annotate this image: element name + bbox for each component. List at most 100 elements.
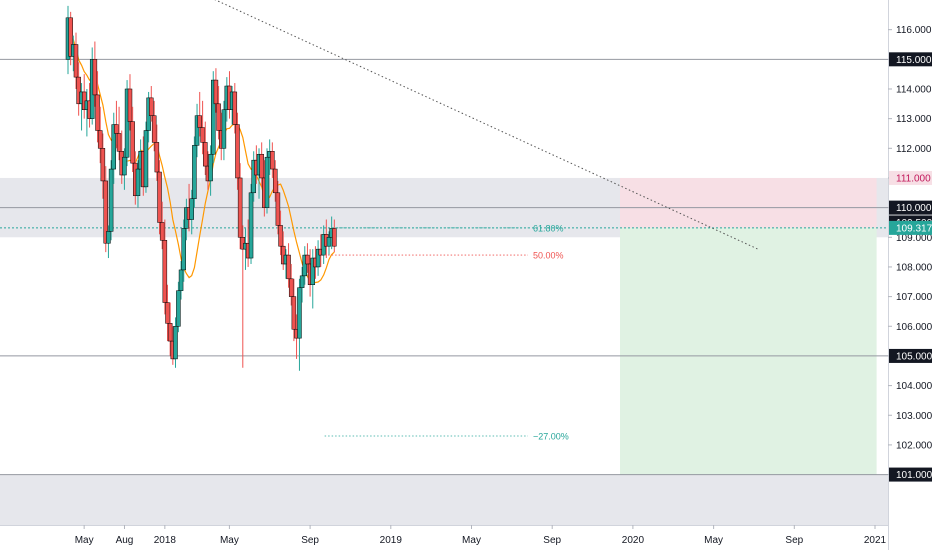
fib-label: 50.00% — [533, 251, 564, 261]
y-tick-label: 102.000 — [896, 440, 932, 451]
price-label-box — [889, 52, 932, 67]
candle-body — [68, 17, 73, 57]
candle-body — [197, 115, 202, 128]
candle-body — [213, 79, 219, 105]
candle-body — [302, 254, 308, 277]
candle-body — [176, 290, 181, 327]
candles-group — [65, 5, 337, 371]
candle-body — [272, 168, 278, 194]
candle-body — [299, 275, 305, 288]
candle-body — [194, 115, 200, 146]
candle-body — [264, 156, 270, 208]
fib-label: −27.00% — [533, 432, 569, 442]
candle-body — [159, 222, 165, 241]
candle-body — [143, 130, 149, 188]
trendline — [214, 0, 759, 250]
candle-body — [116, 133, 122, 152]
candle-body — [288, 278, 294, 297]
candle-body — [332, 228, 337, 247]
price-label-box — [889, 467, 932, 482]
fib-label: 61.80% — [533, 223, 564, 233]
fib-annotations: 61.80% 50.00% −27.00% — [324, 223, 569, 442]
candle-body — [73, 44, 79, 78]
candle-body — [291, 296, 297, 330]
y-tick-label: 116.000 — [896, 25, 932, 36]
candle-body — [100, 148, 106, 182]
time-axis[interactable]: May Aug 2018 May Sep 2019 May Sep 2020 May Sep 2021 — [0, 525, 888, 550]
candle-body — [111, 124, 117, 170]
candle-body — [151, 115, 157, 143]
candle-body — [124, 88, 130, 158]
price-label-box — [889, 348, 932, 363]
trendline-group — [214, 0, 759, 250]
y-tick-label: 108.000 — [896, 262, 932, 273]
candle-body — [154, 142, 160, 173]
candle-body — [237, 177, 243, 238]
candle-body — [122, 156, 127, 176]
price-label-box — [889, 200, 932, 215]
candle-body — [200, 127, 205, 143]
candle-body — [315, 248, 321, 268]
x-tick-label: 2020 — [622, 535, 645, 546]
candle-body — [251, 159, 256, 194]
price-labels: 115.000111.000110.000109.500109.317105.0… — [889, 52, 932, 482]
candle-body — [326, 237, 332, 247]
candle-body — [203, 142, 208, 167]
candle-body — [181, 228, 186, 271]
y-tick-label: 107.000 — [896, 292, 932, 303]
price-label: 115.000 — [896, 55, 932, 66]
candle-body — [130, 121, 135, 164]
price-axis-background — [888, 0, 932, 550]
candle-body — [76, 76, 81, 105]
x-tick-label: Sep — [543, 535, 561, 546]
candle-body — [221, 109, 227, 149]
candle-body — [310, 257, 316, 285]
x-tick-label: May — [462, 535, 481, 546]
x-tick-label: May — [704, 535, 723, 546]
candle-body — [211, 79, 216, 155]
candle-body — [114, 124, 119, 134]
candle-body — [135, 168, 141, 197]
x-tick-label: 2019 — [380, 535, 403, 546]
y-tick-label: 112.000 — [896, 144, 932, 155]
candle-body — [275, 192, 281, 226]
candle-body — [278, 225, 283, 247]
price-label: 111.000 — [896, 173, 931, 184]
x-tick-label: May — [75, 535, 94, 546]
y-tick-label: 114.000 — [896, 84, 932, 95]
stop-loss-box — [619, 177, 877, 228]
candle-body — [232, 91, 238, 125]
price-label-box — [889, 170, 932, 185]
x-tick-label: Sep — [785, 535, 803, 546]
candle-body — [297, 287, 302, 339]
take-profit-box — [619, 227, 877, 475]
candle-body — [208, 153, 213, 182]
candle-body — [103, 180, 109, 244]
price-label: 109.317 — [896, 223, 932, 234]
candle-body — [270, 151, 275, 170]
y-tick-label: 103.000 — [896, 411, 932, 422]
price-label: 110.000 — [896, 203, 932, 214]
candle-body — [248, 192, 254, 259]
candle-body — [235, 124, 240, 179]
candle-body — [173, 326, 178, 360]
x-tick-label: Aug — [116, 535, 134, 546]
price-label: 101.000 — [896, 470, 932, 481]
candle-body — [286, 254, 291, 280]
candle-body — [127, 88, 133, 122]
candle-body — [95, 94, 100, 131]
candle-body — [259, 153, 264, 179]
candle-body — [216, 103, 221, 131]
candle-body — [192, 145, 197, 199]
price-label-box — [889, 220, 932, 235]
candle-body — [97, 130, 103, 149]
time-axis-background — [0, 525, 888, 550]
candle-body — [108, 168, 114, 232]
price-axis[interactable]: 116.000 115.000 114.000 113.000 112.000 111.0… — [888, 0, 932, 550]
y-tick-label: 113.000 — [896, 114, 932, 125]
x-tick-label: May — [220, 535, 239, 546]
candle-body — [157, 171, 162, 223]
candle-body — [92, 59, 98, 96]
